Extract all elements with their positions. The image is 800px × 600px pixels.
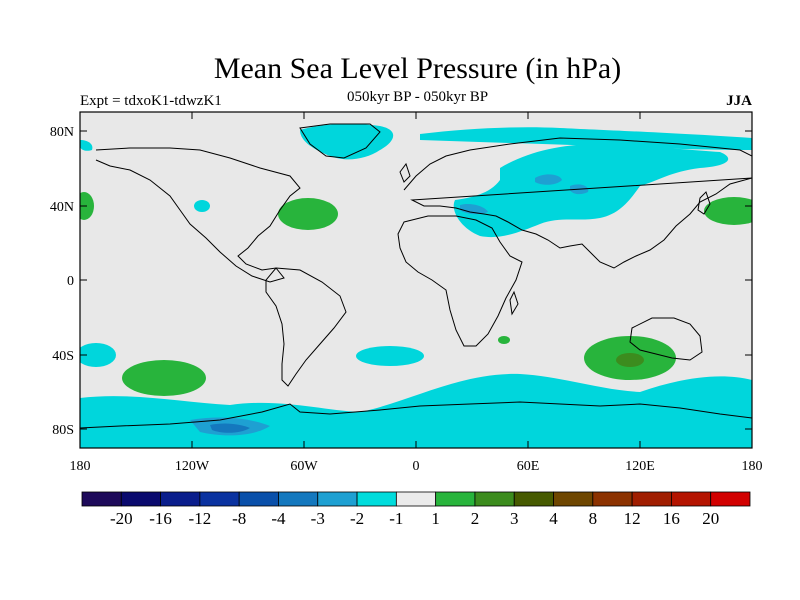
colorbar-swatch bbox=[238, 491, 279, 507]
lon-tick-label: 0 bbox=[413, 459, 420, 474]
south-america-coast bbox=[265, 267, 347, 387]
madagascar-coast bbox=[509, 290, 519, 316]
eurasia-coast bbox=[403, 137, 752, 269]
colorbar-swatch bbox=[278, 491, 319, 507]
indian-ocean-strong-positive bbox=[616, 353, 644, 367]
latitude-axis: 80N 40N 0 40S 80S bbox=[50, 125, 752, 438]
madagascar-positive bbox=[498, 336, 510, 344]
greenland-coast bbox=[299, 123, 381, 159]
japan-coast bbox=[697, 191, 711, 215]
colorbar-label: -8 bbox=[232, 509, 246, 528]
south-pacific-positive bbox=[122, 360, 206, 396]
colorbar-swatch bbox=[631, 491, 672, 507]
coastlines bbox=[80, 123, 752, 429]
lon-tick-label: 180 bbox=[742, 459, 763, 474]
colorbar-label: -16 bbox=[149, 509, 172, 528]
colorbar: -20 -16 -12 -8 -4 -3 -2 -1 1 2 3 4 8 12 16 20 bbox=[81, 491, 751, 528]
lat-tick-label: 40N bbox=[50, 200, 74, 215]
colorbar-swatch bbox=[199, 491, 240, 507]
colorbar-label: -4 bbox=[271, 509, 286, 528]
colorbar-swatch bbox=[120, 491, 161, 507]
lat-tick-label: 0 bbox=[67, 274, 74, 289]
colorbar-label: 4 bbox=[549, 509, 558, 528]
south-pacific-west-anomaly bbox=[80, 343, 116, 367]
map-title: Mean Sea Level Pressure (in hPa) bbox=[213, 52, 622, 85]
colorbar-swatch bbox=[553, 491, 594, 507]
colorbar-swatch bbox=[317, 491, 358, 507]
colorbar-label: 8 bbox=[589, 509, 598, 528]
antarctic-deep-anomaly bbox=[210, 423, 250, 433]
north-america-anomaly bbox=[194, 200, 210, 212]
colorbar-label: -2 bbox=[350, 509, 364, 528]
colorbar-swatch bbox=[474, 491, 515, 507]
arctic-anomaly bbox=[300, 123, 394, 160]
colorbar-label: 2 bbox=[471, 509, 480, 528]
anomaly-fields bbox=[80, 123, 752, 448]
colorbar-swatch bbox=[356, 491, 397, 507]
north-pacific-west-positive bbox=[704, 197, 752, 225]
colorbar-label: 16 bbox=[663, 509, 680, 528]
lon-tick-label: 60W bbox=[290, 459, 318, 474]
lon-tick-label: 120E bbox=[625, 459, 655, 474]
colorbar-swatch bbox=[592, 491, 633, 507]
colorbar-swatch bbox=[513, 491, 554, 507]
longitude-axis: 180 120W 60W 0 60E 120E 180 bbox=[70, 112, 763, 474]
colorbar-swatch bbox=[81, 491, 122, 507]
colorbar-swatch bbox=[435, 491, 476, 507]
period-label: 050kyr BP - 050kyr BP bbox=[346, 89, 489, 105]
colorbar-swatch bbox=[671, 491, 712, 507]
lat-tick-label: 80N bbox=[50, 125, 74, 140]
north-atlantic-positive bbox=[278, 198, 338, 230]
colorbar-swatch bbox=[160, 491, 201, 507]
eurasia-anomaly bbox=[453, 144, 729, 238]
lon-tick-label: 60E bbox=[517, 459, 540, 474]
season-label: JJA bbox=[726, 93, 752, 109]
south-atlantic-anomaly bbox=[356, 346, 424, 366]
alaska-anomaly bbox=[80, 140, 93, 151]
africa-coast bbox=[397, 215, 523, 347]
lon-tick-label: 180 bbox=[70, 459, 91, 474]
colorbar-label: 12 bbox=[624, 509, 641, 528]
colorbar-label: 3 bbox=[510, 509, 519, 528]
experiment-label: Expt = tdxoK1-tdwzK1 bbox=[80, 93, 222, 109]
colorbar-label: -3 bbox=[311, 509, 325, 528]
north-america-coast bbox=[95, 147, 301, 283]
colorbar-label: -12 bbox=[189, 509, 212, 528]
lat-tick-label: 80S bbox=[52, 423, 74, 438]
australia-coast bbox=[629, 317, 703, 361]
uk-coast bbox=[399, 162, 411, 183]
lon-tick-label: 120W bbox=[175, 459, 210, 474]
eurasia-deep-anomaly bbox=[535, 174, 562, 185]
colorbar-label: 1 bbox=[431, 509, 440, 528]
lat-tick-label: 40S bbox=[52, 349, 74, 364]
colorbar-label: 20 bbox=[702, 509, 719, 528]
colorbar-swatch bbox=[710, 491, 751, 507]
antarctica-coast bbox=[80, 401, 752, 429]
colorbar-label: -1 bbox=[389, 509, 403, 528]
colorbar-label: -20 bbox=[110, 509, 133, 528]
colorbar-swatch bbox=[395, 491, 437, 507]
